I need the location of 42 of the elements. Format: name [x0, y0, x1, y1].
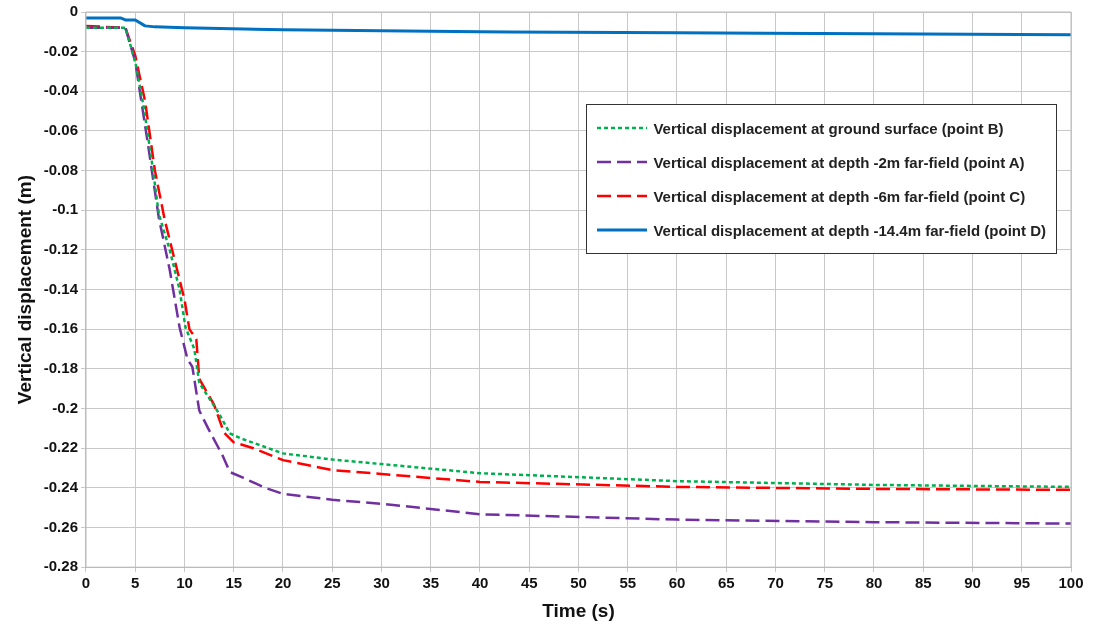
legend-label: Vertical displacement at depth -14.4m far-field (point D): [653, 221, 1046, 239]
y-tick-label: -0.1: [52, 200, 78, 218]
x-tick-label: 80: [865, 574, 883, 592]
y-tick-label: -0.18: [43, 359, 78, 377]
x-tick-label: 5: [131, 574, 140, 592]
y-tick-label: -0.24: [43, 478, 79, 496]
y-tick-label: -0.06: [43, 121, 78, 139]
y-axis-title: Vertical displacement (m): [13, 175, 35, 405]
legend-label: Vertical displacement at depth -2m far-field (point A): [653, 153, 1025, 171]
x-tick-label: 0: [81, 574, 91, 592]
y-tick-label: -0.08: [43, 160, 78, 178]
x-tick-label: 90: [964, 574, 981, 592]
x-tick-label: 35: [422, 574, 440, 592]
x-tick-label: 30: [373, 574, 390, 592]
x-tick-label: 85: [914, 574, 932, 592]
y-tick-label: -0.26: [43, 517, 78, 535]
x-tick-label: 40: [471, 574, 489, 592]
y-tick-label: -0.12: [43, 240, 78, 258]
x-tick-label: 25: [323, 574, 341, 592]
legend-label: Vertical displacement at ground surface (point B): [653, 119, 1004, 137]
x-tick-label: 75: [816, 574, 834, 592]
x-tick-label: 15: [225, 574, 243, 592]
y-tick-label: 0: [69, 2, 78, 20]
legend-label: Vertical displacement at depth -6m far-field (point C): [653, 187, 1026, 205]
y-tick-label: -0.22: [43, 438, 78, 456]
y-tick-label: -0.28: [43, 557, 78, 575]
y-tick-label: -0.14: [43, 279, 79, 297]
x-tick-label: 10: [176, 574, 193, 592]
y-tick-label: -0.16: [43, 319, 78, 337]
x-tick-label: 20: [274, 574, 292, 592]
x-tick-label: 70: [767, 574, 784, 592]
x-tick-label: 60: [668, 574, 686, 592]
x-tick-label: 100: [1058, 574, 1084, 592]
y-tick-label: -0.04: [43, 81, 79, 99]
y-tick-label: -0.2: [52, 398, 78, 416]
x-tick-label: 95: [1013, 574, 1031, 592]
x-tick-label: 50: [570, 574, 587, 592]
y-tick-label: -0.02: [43, 41, 78, 59]
x-axis-title: Time (s): [542, 599, 615, 621]
x-tick-label: 65: [717, 574, 735, 592]
x-tick-label: 45: [520, 574, 538, 592]
x-tick-label: 55: [619, 574, 637, 592]
